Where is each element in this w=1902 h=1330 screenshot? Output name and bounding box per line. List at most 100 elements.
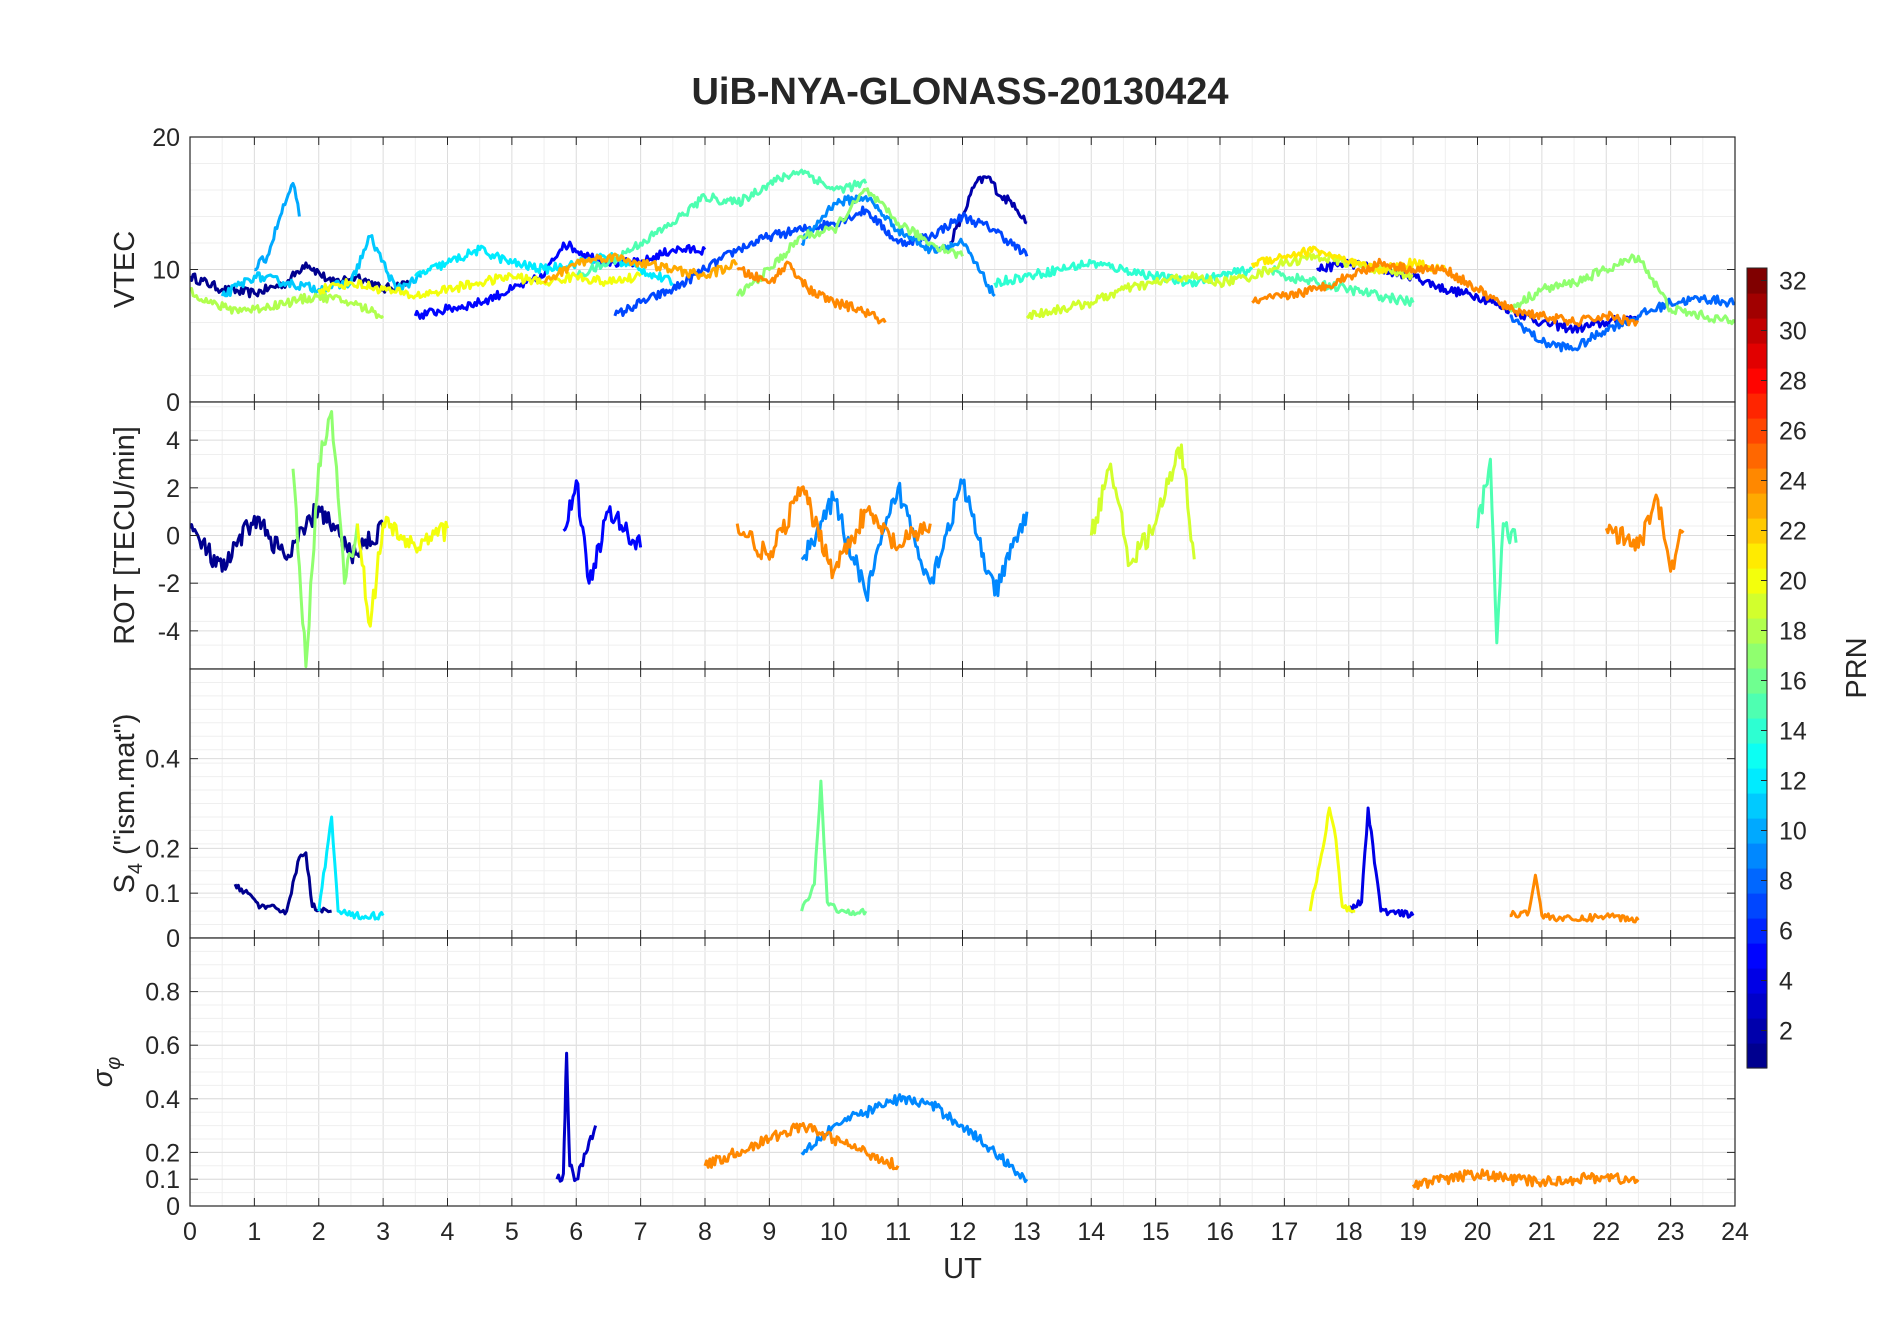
colorbar-swatch (1747, 868, 1767, 894)
y-tick-label: 4 (166, 427, 180, 455)
x-axis-label: UT (943, 1253, 982, 1285)
colorbar-swatch (1747, 818, 1767, 844)
x-tick-label: 9 (762, 1218, 776, 1246)
y-tick-label: 0 (166, 1193, 180, 1221)
panel-s4: 0 0.1 0.2 0.4S4 ("ism.mat") (109, 668, 1736, 953)
colorbar-label: PRN (1841, 637, 1873, 698)
x-tick-label: 18 (1335, 1218, 1363, 1246)
colorbar-swatch (1747, 968, 1767, 994)
colorbar-tick-label: 12 (1779, 768, 1807, 796)
series-line-prn-17 (291, 410, 359, 669)
x-tick-label: 2 (312, 1218, 326, 1246)
series-line-prn-24 (735, 485, 932, 580)
y-tick-label: 0.2 (145, 1139, 180, 1167)
colorbar-tick-label: 6 (1779, 918, 1793, 946)
series-line-prn-24 (703, 1122, 900, 1171)
series-line-prn-20 (317, 271, 642, 300)
series-line-prn-17 (735, 187, 964, 297)
series-line-prn-1 (190, 261, 410, 299)
y-axis-label: S4 ("ism.mat") (109, 714, 147, 894)
series-group (555, 1051, 1640, 1190)
colorbar-swatch (1747, 543, 1767, 569)
x-tick-label: 7 (634, 1218, 648, 1246)
series-group (190, 168, 1735, 353)
colorbar-swatch (1747, 693, 1767, 719)
x-tick-label: 6 (569, 1218, 583, 1246)
x-tick-label: 14 (1077, 1218, 1105, 1246)
y-tick-label: 0.2 (145, 835, 180, 863)
colorbar-tick-label: 14 (1779, 718, 1807, 746)
colorbar-swatch (1747, 343, 1767, 369)
colorbar-tick-label: 4 (1779, 968, 1793, 996)
chart-title: UiB-NYA-GLONASS-20130424 (691, 71, 1228, 113)
y-tick-label: 10 (152, 257, 180, 285)
colorbar-tick-label: 28 (1779, 368, 1807, 396)
x-tick-label: 19 (1399, 1218, 1427, 1246)
series-line-prn-11 (220, 234, 422, 298)
colorbar-swatch (1747, 318, 1767, 344)
colorbar-tick-label: 22 (1779, 518, 1807, 546)
series-line-prn-7 (613, 205, 1029, 317)
colorbar-swatch (1747, 418, 1767, 444)
colorbar-swatch (1747, 443, 1767, 469)
colorbar-swatch (1747, 643, 1767, 669)
x-tick-label: 10 (820, 1218, 848, 1246)
y-tick-label: 20 (152, 124, 180, 152)
colorbar-swatch (1747, 493, 1767, 519)
x-tick-label: 23 (1657, 1218, 1685, 1246)
x-tick-label: 5 (505, 1218, 519, 1246)
colorbar-swatch (1747, 743, 1767, 769)
colorbar-tick-label: 32 (1779, 268, 1807, 296)
colorbar-swatch (1747, 268, 1767, 294)
colorbar-swatch (1747, 518, 1767, 544)
x-tick-label: 11 (885, 1218, 911, 1246)
x-tick-label: 17 (1270, 1218, 1298, 1246)
series-line-prn-20 (1308, 806, 1356, 913)
colorbar-swatch (1747, 893, 1767, 919)
series-line-prn-9 (800, 1093, 1029, 1184)
series-line-prn-24 (1411, 1168, 1640, 1190)
series-line-prn-17 (1508, 253, 1735, 326)
y-tick-label: 0.4 (145, 746, 180, 774)
series-line-prn-12 (317, 815, 385, 921)
colorbar-swatch (1747, 843, 1767, 869)
y-tick-label: 0.1 (145, 1166, 180, 1194)
y-tick-label: 0 (166, 523, 180, 551)
y-tick-label: 2 (166, 475, 180, 503)
colorbar-swatch (1747, 368, 1767, 394)
series-line-prn-8 (1509, 294, 1735, 353)
x-tick-label: 21 (1528, 1218, 1556, 1246)
series-line-prn-9 (800, 194, 996, 298)
x-tick-label: 20 (1464, 1218, 1492, 1246)
series-line-prn-16 (800, 779, 868, 917)
colorbar-tick-label: 20 (1779, 568, 1807, 596)
y-tick-label: -4 (158, 618, 180, 646)
x-tick-label: 0 (183, 1218, 197, 1246)
series-group (233, 779, 1640, 924)
series-line-prn-21 (1250, 245, 1447, 275)
x-tick-label: 13 (1013, 1218, 1041, 1246)
panel-rot: -4 -2 0 2 4 ROT [TECU/min] (109, 401, 1736, 670)
colorbar-swatch (1747, 718, 1767, 744)
colorbar-swatch (1747, 568, 1767, 594)
colorbar-swatch (1747, 1018, 1767, 1044)
colorbar-swatch (1747, 918, 1767, 944)
colorbar-swatch (1747, 468, 1767, 494)
series-line-prn-4 (1347, 806, 1415, 919)
panel-vtec: 0 10 20 VTEC (109, 124, 1736, 417)
colorbar-tick-label: 2 (1779, 1018, 1793, 1046)
y-tick-label: 0.1 (145, 880, 180, 908)
series-line-prn-5 (413, 240, 707, 320)
series-line-prn-24 (1604, 493, 1685, 573)
series-line-prn-5 (562, 479, 643, 585)
colorbar-tick-label: 10 (1779, 818, 1807, 846)
colorbar-swatch (1747, 618, 1767, 644)
y-axis-label: σφ (87, 1057, 125, 1088)
y-tick-label: 0.4 (145, 1086, 180, 1114)
x-tick-label: 4 (441, 1218, 455, 1246)
colorbar-swatch (1747, 293, 1767, 319)
x-tick-label: 22 (1592, 1218, 1620, 1246)
